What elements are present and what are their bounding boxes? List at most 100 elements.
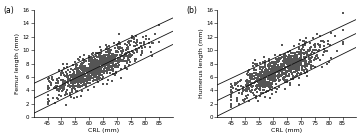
Point <box>285 63 290 65</box>
Point <box>258 83 264 85</box>
Point <box>100 62 106 65</box>
Point <box>290 55 296 58</box>
Point <box>63 92 69 94</box>
Point <box>304 75 310 77</box>
Point <box>265 81 271 83</box>
Point <box>288 52 294 55</box>
Point <box>60 81 66 83</box>
Point <box>273 61 279 64</box>
Point <box>90 70 96 72</box>
Point <box>256 88 262 90</box>
Point <box>99 70 105 72</box>
Point <box>228 104 234 106</box>
Point <box>255 74 261 76</box>
Point <box>282 88 287 90</box>
Point <box>93 75 99 78</box>
Point <box>83 67 88 70</box>
Point <box>90 68 96 70</box>
Point <box>55 79 61 82</box>
Point <box>291 60 296 62</box>
Point <box>322 50 328 53</box>
Point <box>281 63 287 65</box>
Point <box>288 61 294 63</box>
Point <box>126 59 132 61</box>
Y-axis label: Femur length (mm): Femur length (mm) <box>15 33 20 94</box>
Point <box>90 80 96 83</box>
Point <box>262 78 268 80</box>
Point <box>82 83 88 85</box>
Point <box>263 72 269 74</box>
Point <box>258 85 264 87</box>
Point <box>263 76 269 78</box>
Point <box>298 58 304 61</box>
Point <box>283 75 289 77</box>
Point <box>73 90 79 92</box>
Point <box>111 73 117 75</box>
Point <box>247 77 253 79</box>
Point <box>75 84 81 86</box>
Point <box>98 61 104 63</box>
Point <box>302 65 307 67</box>
Point <box>268 76 274 78</box>
Point <box>299 69 305 71</box>
Point <box>117 59 123 61</box>
Point <box>264 83 270 85</box>
Point <box>244 73 250 75</box>
Point <box>79 85 84 87</box>
Point <box>289 60 295 62</box>
Point <box>269 83 274 86</box>
Point <box>294 55 300 57</box>
Point <box>307 57 312 59</box>
Point <box>334 50 340 52</box>
Point <box>60 88 66 91</box>
Point <box>299 66 305 68</box>
Point <box>86 77 92 79</box>
Point <box>87 57 93 60</box>
Point <box>79 79 85 81</box>
Point <box>276 79 282 81</box>
Point <box>105 59 111 61</box>
Point <box>240 86 245 88</box>
Point <box>293 54 299 56</box>
Point <box>269 74 275 76</box>
Point <box>47 77 52 79</box>
Point <box>68 85 74 87</box>
Point <box>240 90 246 92</box>
Point <box>284 71 290 73</box>
Point <box>253 74 259 76</box>
Point <box>115 57 121 59</box>
Point <box>74 73 80 75</box>
Point <box>282 61 288 64</box>
Point <box>279 70 285 72</box>
Point <box>310 65 316 67</box>
Point <box>246 87 252 89</box>
Point <box>109 53 114 55</box>
Point <box>70 79 75 81</box>
Point <box>76 74 82 76</box>
Point <box>296 48 302 50</box>
Point <box>312 66 318 68</box>
Point <box>101 68 107 70</box>
Point <box>114 54 119 56</box>
Point <box>89 58 95 60</box>
Point <box>253 85 259 87</box>
Point <box>82 73 88 75</box>
Point <box>340 12 345 14</box>
Point <box>279 66 285 68</box>
Point <box>49 82 54 84</box>
Point <box>275 76 281 78</box>
Point <box>132 60 138 62</box>
Point <box>244 86 249 88</box>
Point <box>240 85 246 88</box>
Point <box>275 69 281 72</box>
Point <box>289 68 294 70</box>
Point <box>151 42 156 44</box>
Point <box>92 71 98 73</box>
Point <box>257 68 263 71</box>
Point <box>87 67 93 70</box>
Point <box>115 45 121 48</box>
Point <box>308 64 314 67</box>
Point <box>58 72 64 74</box>
Point <box>266 67 272 69</box>
Point <box>90 60 96 62</box>
